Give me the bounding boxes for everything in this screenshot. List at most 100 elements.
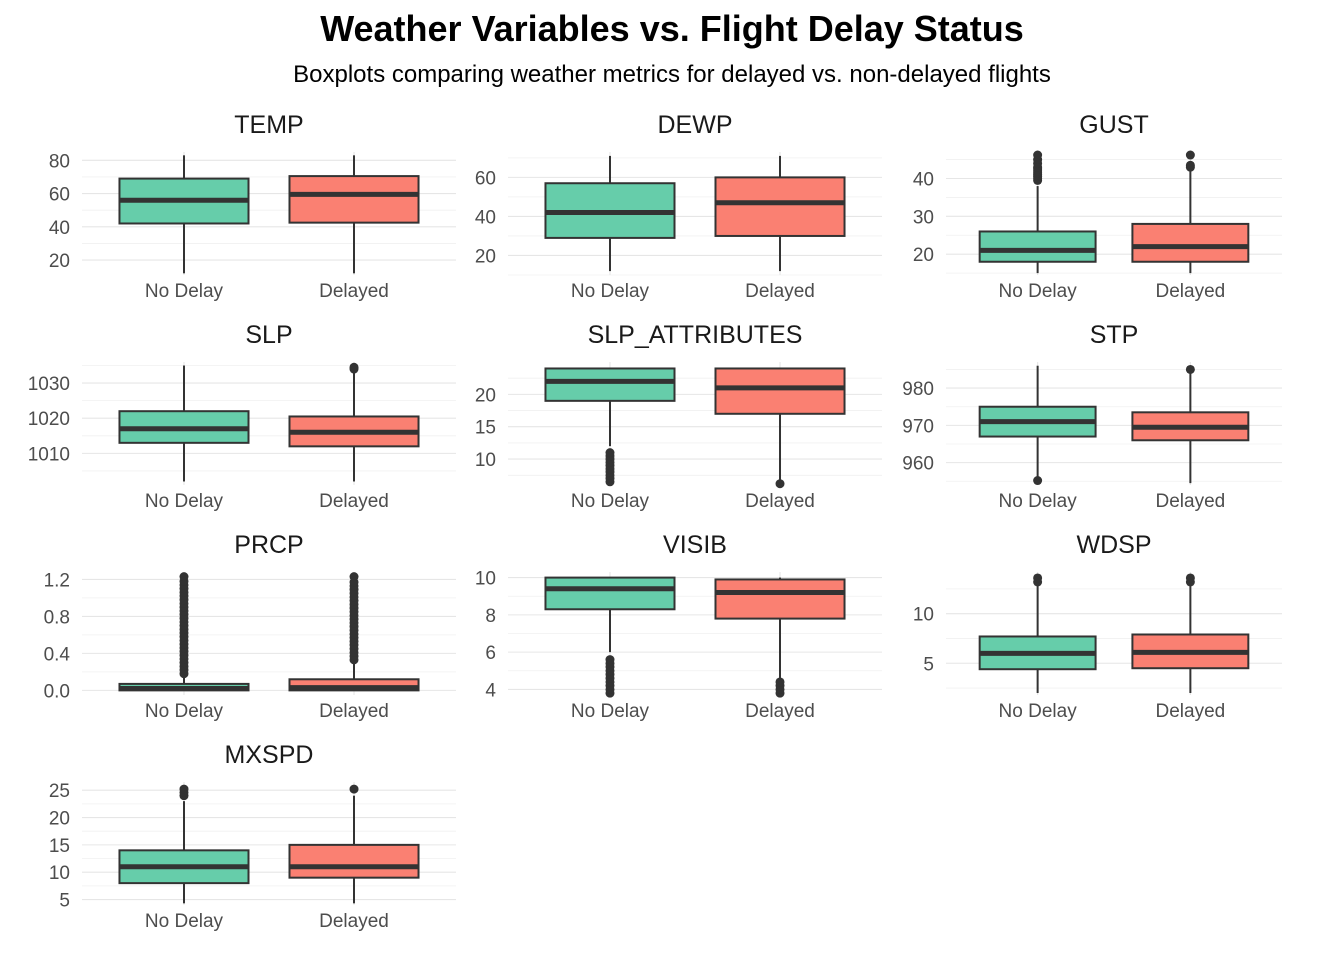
box-no-delay <box>544 155 676 272</box>
y-tick-label: 4 <box>485 680 496 701</box>
x-tick-label: Delayed <box>1156 701 1226 722</box>
x-tick-label: No Delay <box>571 491 650 512</box>
panel-title: MXSPD <box>225 741 314 769</box>
iqr-box <box>714 176 846 237</box>
iqr-box <box>978 230 1097 263</box>
chart-title: Weather Variables vs. Flight Delay Statu… <box>320 8 1024 49</box>
y-tick-label: 0.8 <box>44 607 70 628</box>
y-tick-label: 8 <box>485 606 496 627</box>
panel-title: GUST <box>1079 111 1148 139</box>
x-tick-label: No Delay <box>999 281 1078 302</box>
outlier-point <box>605 655 615 665</box>
panel-title: TEMP <box>234 111 303 139</box>
box-delayed <box>1131 150 1250 274</box>
box-delayed <box>1131 573 1250 694</box>
box-no-delay <box>978 573 1097 694</box>
box-no-delay <box>978 150 1097 274</box>
outlier-point <box>349 784 359 794</box>
panel-slp: 1010 1020 1030 SLP No Delay Delayed <box>28 321 456 512</box>
y-tick-label: 20 <box>913 245 934 266</box>
panel-title: SLP <box>245 321 292 349</box>
outlier-point <box>1185 160 1195 170</box>
box-no-delay <box>118 155 250 274</box>
y-tick-label: 1010 <box>28 444 70 465</box>
y-tick-label: 15 <box>49 836 70 857</box>
panel-title: PRCP <box>234 531 303 559</box>
iqr-box <box>288 678 420 692</box>
box-delayed <box>288 572 420 692</box>
chart-subtitle: Boxplots comparing weather metrics for d… <box>293 61 1051 88</box>
panel-temp: 20 40 60 80 TEMP No Delay Delayed <box>49 111 456 302</box>
outlier-point <box>349 572 359 582</box>
x-tick-label: No Delay <box>571 701 650 722</box>
y-tick-label: 40 <box>475 207 496 228</box>
iqr-box <box>544 576 676 611</box>
box-delayed <box>714 367 846 489</box>
y-tick-label: 10 <box>475 569 496 590</box>
x-tick-label: No Delay <box>145 911 224 932</box>
box-delayed <box>288 784 420 904</box>
y-tick-label: 6 <box>485 643 496 664</box>
panel-gust: 20 30 40 GUST No Delay Delayed <box>913 111 1282 302</box>
y-tick-label: 10 <box>49 863 70 884</box>
outlier-point <box>1185 150 1195 160</box>
panel-wdsp: 5 10 WDSP No Delay Delayed <box>913 531 1282 722</box>
box-no-delay <box>118 784 250 904</box>
iqr-box <box>714 578 846 620</box>
y-tick-label: 40 <box>913 169 934 190</box>
box-no-delay <box>978 365 1097 486</box>
x-tick-label: No Delay <box>571 281 650 302</box>
x-tick-label: No Delay <box>145 491 224 512</box>
outlier-point <box>775 479 785 489</box>
outlier-point <box>1185 573 1195 583</box>
outlier-point <box>1033 150 1043 160</box>
y-tick-label: 80 <box>49 151 70 172</box>
x-tick-label: Delayed <box>1156 491 1226 512</box>
box-no-delay <box>118 365 250 482</box>
x-tick-label: No Delay <box>999 491 1078 512</box>
panel-title: VISIB <box>663 531 727 559</box>
y-tick-label: 980 <box>902 379 934 400</box>
box-delayed <box>714 577 846 698</box>
iqr-box <box>1131 222 1250 263</box>
x-tick-label: Delayed <box>319 491 389 512</box>
y-tick-label: 40 <box>49 218 70 239</box>
x-tick-label: Delayed <box>1156 281 1226 302</box>
panel-stp: 960 970 980 STP No Delay Delayed <box>902 321 1282 512</box>
x-tick-label: Delayed <box>319 281 389 302</box>
outlier-point <box>605 448 615 458</box>
outlier-point <box>1033 573 1043 583</box>
y-tick-label: 1.2 <box>44 570 70 591</box>
panel-title: DEWP <box>658 111 733 139</box>
x-tick-label: Delayed <box>319 701 389 722</box>
y-tick-label: 970 <box>902 416 934 437</box>
box-delayed <box>288 362 420 482</box>
x-tick-label: No Delay <box>999 701 1078 722</box>
y-tick-label: 0.4 <box>44 644 71 665</box>
y-tick-label: 60 <box>475 168 496 189</box>
panel-prcp: 0.0 0.4 0.8 1.2 PRCP No Delay Delayed <box>44 531 456 722</box>
y-tick-label: 15 <box>475 418 496 439</box>
y-tick-label: 20 <box>49 251 70 272</box>
y-tick-label: 1030 <box>28 374 70 395</box>
outlier-point <box>179 784 189 794</box>
y-tick-label: 1020 <box>28 409 70 430</box>
box-delayed <box>288 155 420 274</box>
iqr-box <box>714 367 846 415</box>
iqr-box <box>288 843 420 879</box>
panel-slp-attributes: 10 15 20 SLP_ATTRIBUTES No Delay Delayed <box>475 321 882 512</box>
iqr-box <box>288 175 420 224</box>
x-tick-label: Delayed <box>745 281 815 302</box>
x-tick-label: Delayed <box>745 701 815 722</box>
y-tick-label: 0.0 <box>44 681 70 702</box>
x-tick-label: No Delay <box>145 701 224 722</box>
outlier-point <box>775 677 785 687</box>
panel-mxspd: 5 10 15 20 25 MXSPD No Delay Delayed <box>49 741 456 932</box>
panel-title: STP <box>1090 321 1139 349</box>
panel-visib: 4 6 8 10 VISIB No Delay Delayed <box>475 531 882 722</box>
box-delayed <box>1131 364 1250 484</box>
y-tick-label: 30 <box>913 207 934 228</box>
y-tick-label: 25 <box>49 781 70 802</box>
x-tick-label: No Delay <box>145 281 224 302</box>
